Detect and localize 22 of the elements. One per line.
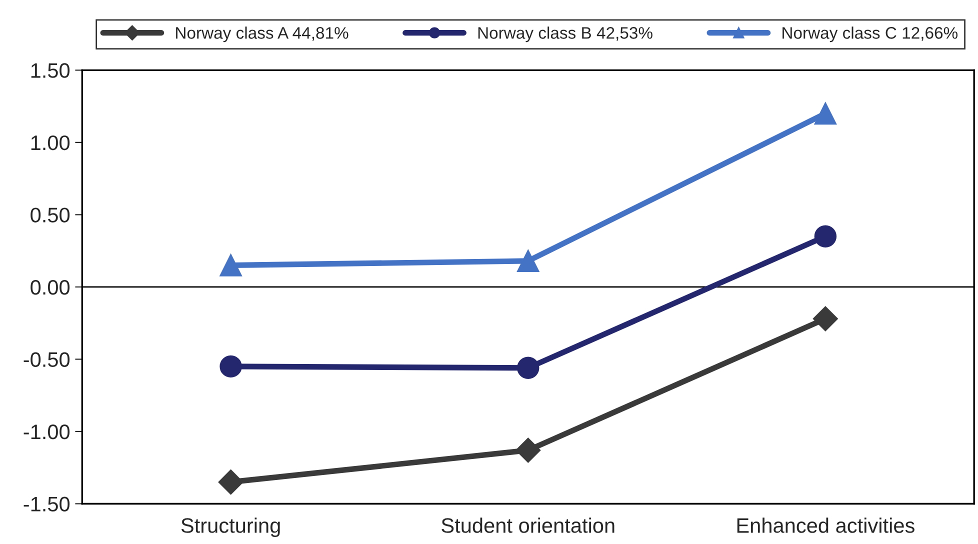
x-tick-label: Structuring [181, 518, 280, 538]
point [517, 250, 540, 272]
point [517, 356, 540, 380]
point [220, 254, 242, 276]
point [220, 355, 242, 378]
point [814, 225, 837, 248]
x-tick-label: Student orientation [442, 518, 614, 533]
y-tick-label: -1.50 [24, 496, 70, 512]
x-tick-label: Enhanced activities [737, 518, 914, 533]
y-tick-label: -0.50 [24, 352, 70, 367]
legend-label: Norway class C 12,66% [782, 26, 958, 42]
point [516, 438, 541, 463]
y-tick-label: 0.00 [30, 280, 70, 295]
y-tick-label: -1.00 [24, 424, 70, 440]
point [218, 470, 244, 495]
point [812, 306, 838, 332]
point [814, 102, 837, 125]
y-tick-label: 0.50 [30, 208, 70, 222]
y-tick-label: 1.00 [31, 135, 70, 150]
legend-label: Norway class B 42,53% [478, 26, 652, 42]
legend-label: Norway class A 44,81% [176, 26, 348, 42]
y-tick-label: 1.50 [31, 63, 70, 78]
